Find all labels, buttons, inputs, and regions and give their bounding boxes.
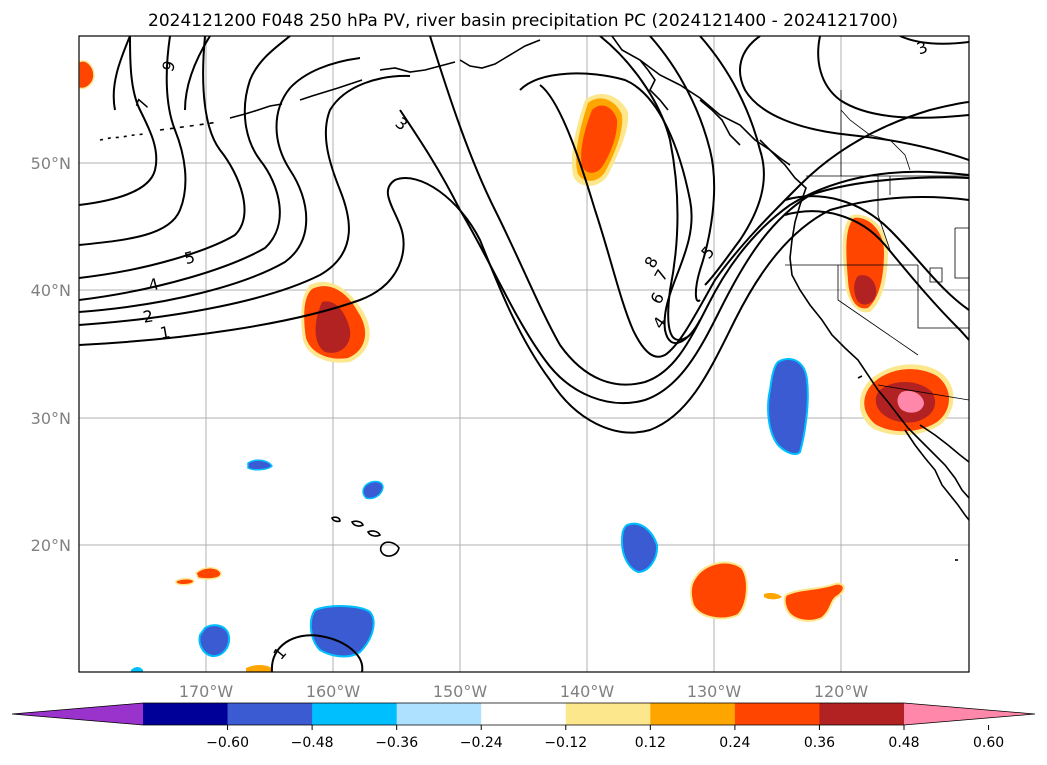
precip-positive-small-3 <box>764 593 782 600</box>
precip-positive-small-2 <box>175 578 195 586</box>
colorbar-tick-label: −0.24 <box>460 735 503 751</box>
map-border <box>78 35 970 673</box>
colorbar-tick-label: −0.12 <box>544 735 587 751</box>
precip-negative-offshore-california <box>767 358 809 455</box>
precip-negative-small-1 <box>362 480 384 500</box>
colorbar-segment <box>650 703 736 725</box>
colorbar-segment <box>143 703 229 725</box>
colorbar-segment <box>819 703 905 725</box>
lat-label: 40°N <box>31 281 71 300</box>
precip-positive-subtropical-2 <box>783 582 845 622</box>
colorbar-segment <box>312 703 398 725</box>
precip-positive-california-north <box>842 214 888 313</box>
colorbar-tick-label: 0.36 <box>804 735 835 751</box>
precip-positive-small-1 <box>195 567 222 580</box>
precip-negative-small-2 <box>247 459 273 471</box>
colorbar-tick-label: 0.12 <box>635 735 666 751</box>
precip-positive-gulf-alaska <box>571 93 629 186</box>
latitude-labels: 50°N 40°N 30°N 20°N <box>31 154 71 555</box>
colorbar-tick-label: 0.60 <box>973 735 1004 751</box>
lon-label: 160°W <box>306 682 361 701</box>
precip-positive-socal <box>859 364 954 436</box>
lat-label: 50°N <box>31 154 71 173</box>
colorbar-segment <box>734 703 820 725</box>
contour-label: 1 <box>158 322 171 342</box>
colorbar-tick-label: −0.60 <box>206 735 249 751</box>
map-panel: 9 7 3 3 5 4 2 1 8 7 6 5 4 1 <box>79 36 969 672</box>
precip-negative-subtropical-east <box>620 522 659 574</box>
colorbar-segment <box>396 703 482 725</box>
lon-label: 150°W <box>433 682 488 701</box>
lon-label: 130°W <box>687 682 742 701</box>
contour-label: 4 <box>146 274 161 295</box>
colorbar-segment <box>481 703 567 725</box>
longitude-labels: 170°W 160°W 150°W 140°W 130°W 120°W <box>179 682 869 701</box>
contour-label: 2 <box>141 306 154 326</box>
lat-label: 20°N <box>31 536 71 555</box>
colorbar-tick-label: 0.48 <box>888 735 919 751</box>
colorbar-extend-min <box>12 703 143 725</box>
precip-negative-hawaii-south <box>309 605 375 658</box>
colorbar-segment <box>565 703 651 725</box>
colorbar-extend-max <box>904 703 1035 725</box>
precip-negative-southwest <box>198 624 231 658</box>
coastlines <box>99 36 969 561</box>
political-borders <box>785 90 969 401</box>
map-title: 2024121200 F048 250 hPa PV, river basin … <box>148 11 898 31</box>
contour-label: 5 <box>182 247 197 268</box>
colorbar: −0.60 −0.48 −0.36 −0.24 −0.12 0.12 0.24 0.36 0.4… <box>11 702 1036 751</box>
colorbar-tick-label: 0.24 <box>719 735 750 751</box>
precip-anomaly-shading <box>79 60 954 672</box>
colorbar-segment <box>227 703 313 725</box>
precip-negative-edge-south <box>131 667 143 672</box>
precip-positive-edge-south <box>246 665 272 672</box>
pv-contours <box>79 36 969 672</box>
lon-label: 140°W <box>560 682 615 701</box>
colorbar-outline <box>11 702 1036 726</box>
precip-positive-edge-west <box>79 60 95 90</box>
colorbar-tick-label: −0.36 <box>375 735 418 751</box>
lon-label: 120°W <box>814 682 869 701</box>
precip-positive-subtropical-1 <box>689 561 748 620</box>
lat-label: 30°N <box>31 409 71 428</box>
lon-label: 170°W <box>179 682 234 701</box>
colorbar-tick-label: −0.48 <box>291 735 334 751</box>
